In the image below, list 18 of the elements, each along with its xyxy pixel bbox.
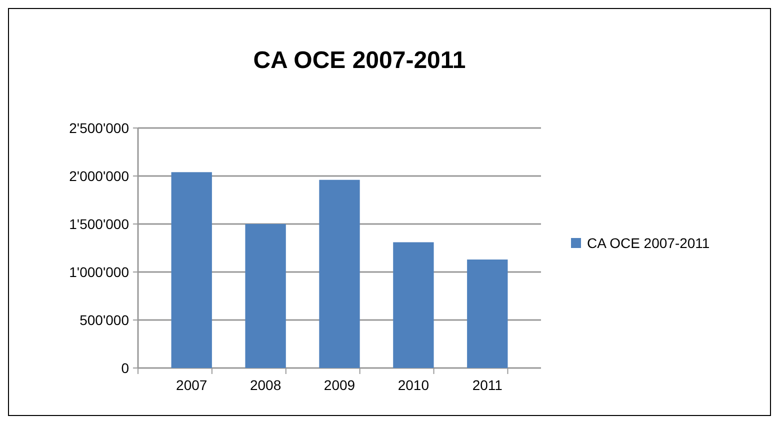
x-tick-label: 2010 [398, 377, 430, 393]
bar [319, 180, 360, 368]
legend-label: CA OCE 2007-2011 [587, 235, 710, 251]
y-tick-label: 1'000'000 [69, 264, 130, 280]
bar [245, 224, 286, 368]
y-tick-label: 2'000'000 [69, 168, 130, 184]
bar [467, 260, 508, 368]
y-tick-label: 1'500'000 [69, 216, 130, 232]
x-tick-label: 2007 [176, 377, 208, 393]
bar [393, 242, 434, 368]
y-tick-label: 0 [121, 360, 130, 376]
x-tick-label: 2008 [250, 377, 282, 393]
x-tick-label: 2009 [324, 377, 356, 393]
y-tick-label: 2'500'000 [69, 120, 130, 136]
y-tick-label: 500'000 [80, 312, 130, 328]
chart-title: CA OCE 2007-2011 [253, 47, 466, 74]
bar [171, 172, 212, 368]
x-tick-label: 2011 [472, 377, 503, 393]
